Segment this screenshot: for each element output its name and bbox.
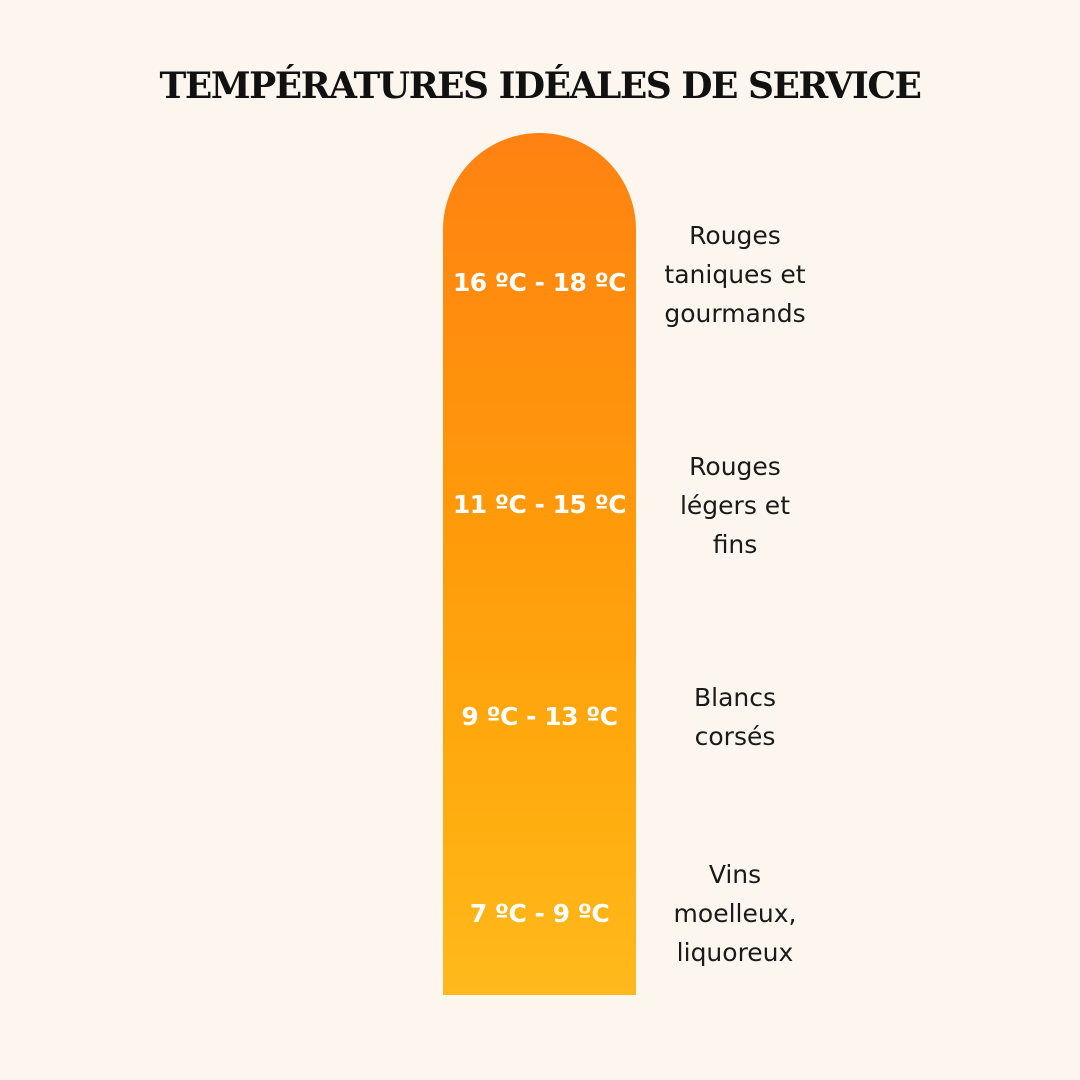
wine-type-4-line-1: Vins <box>708 860 762 889</box>
wine-type-2-line-3: fins <box>712 530 758 559</box>
wine-type-4-line-2: moelleux, <box>673 899 797 928</box>
wine-type-1: Rouges taniques et gourmands <box>640 216 830 333</box>
wine-type-1-line-2: taniques et <box>664 260 806 289</box>
temperature-range-4: 7 ºC - 9 ºC <box>469 899 610 928</box>
wine-type-3-line-2: corsés <box>694 722 776 751</box>
wine-type-2-line-1: Rouges <box>689 452 781 481</box>
temperature-range-2: 11 ºC - 15 ºC <box>452 490 627 519</box>
wine-type-4: Vins moelleux, liquoreux <box>640 855 830 972</box>
wine-type-1-line-1: Rouges <box>689 221 781 250</box>
page-title: TEMPÉRATURES IDÉALES DE SERVICE <box>159 65 922 107</box>
wine-type-3: Blancs corsés <box>640 678 830 756</box>
wine-type-4-line-3: liquoreux <box>676 938 794 967</box>
wine-type-2: Rouges légers et fins <box>640 447 830 564</box>
thermometer-bar <box>443 133 636 995</box>
temperature-range-1: 16 ºC - 18 ºC <box>452 268 627 297</box>
temperature-range-3: 9 ºC - 13 ºC <box>461 702 618 731</box>
wine-type-1-line-3: gourmands <box>664 299 806 328</box>
wine-type-3-line-1: Blancs <box>693 683 777 712</box>
wine-type-2-line-2: légers et <box>679 491 790 520</box>
